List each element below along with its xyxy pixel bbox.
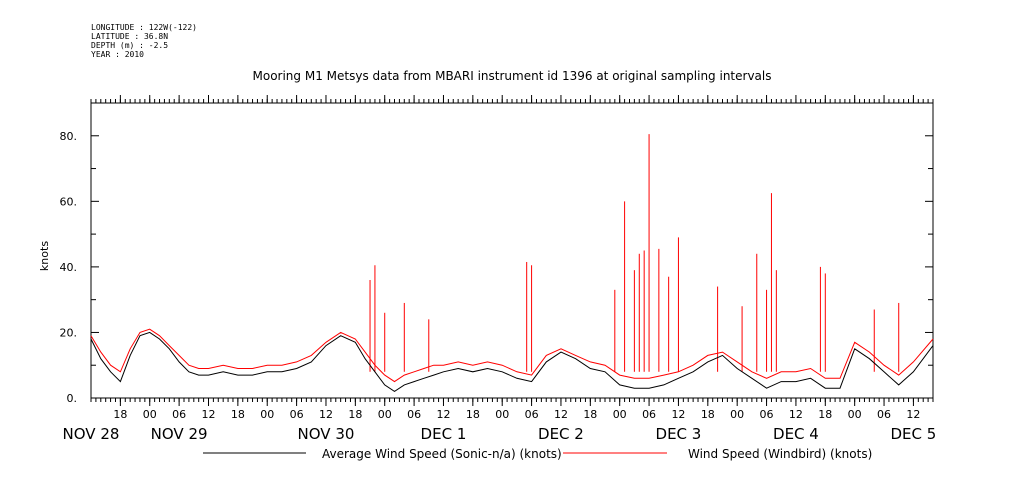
x-tick-label: 18	[701, 408, 715, 421]
x-tick-label: 00	[848, 408, 862, 421]
meta-year: YEAR : 2010	[91, 50, 144, 59]
x-axis-date-labels: NOV 28 NOV 29 NOV 30 DEC 1 DEC 2 DEC 3 DEC 4 DE…	[63, 425, 937, 443]
meta-depth: DEPTH (m) : -2.5	[91, 41, 168, 50]
y-tick-label: 60.	[60, 195, 78, 208]
x-tick-label: 12	[201, 408, 215, 421]
x-tick-label: 12	[906, 408, 920, 421]
x-tick-label: 12	[671, 408, 685, 421]
y-tick-label: 80.	[60, 130, 78, 143]
x-tick-label: 00	[495, 408, 509, 421]
x-date-label: DEC 3	[656, 425, 702, 443]
x-tick-label: 06	[525, 408, 539, 421]
x-tick-label: 12	[319, 408, 333, 421]
x-tick-label: 12	[554, 408, 568, 421]
x-tick-label: 18	[231, 408, 245, 421]
series-windbird	[90, 134, 934, 383]
y-tick-label: 40.	[60, 261, 78, 274]
x-tick-label: 06	[172, 408, 186, 421]
x-date-label: DEC 4	[773, 425, 819, 443]
x-date-label: NOV 29	[151, 425, 208, 443]
x-tick-label: 18	[583, 408, 597, 421]
x-tick-label: 18	[818, 408, 832, 421]
y-tick-label: 0.	[67, 392, 78, 405]
x-tick-label: 18	[466, 408, 480, 421]
x-date-label: NOV 28	[63, 425, 120, 443]
legend-label-windbird: Wind Speed (Windbird) (knots)	[688, 447, 872, 461]
x-axis-ticks: 18 00 06 12 18 00 06 12 18 00 06 12 18 00 06 12 18 00 06 12…	[113, 95, 920, 421]
x-date-label: NOV 30	[298, 425, 355, 443]
y-axis-label: knots	[38, 241, 51, 271]
x-date-label: DEC 1	[421, 425, 467, 443]
plot-frame	[90, 102, 934, 399]
x-tick-label: 00	[143, 408, 157, 421]
x-date-label: DEC 5	[891, 425, 937, 443]
windbird-series-line	[90, 328, 934, 383]
legend-label-sonic: Average Wind Speed (Sonic-n/a) (knots)	[322, 447, 562, 461]
x-tick-label: 00	[260, 408, 274, 421]
meta-latitude: LATITUDE : 36.8N	[91, 32, 168, 41]
x-tick-label: 12	[789, 408, 803, 421]
x-tick-label: 12	[436, 408, 450, 421]
meta-longitude: LONGITUDE : 122W(-122)	[91, 23, 197, 32]
x-tick-label: 06	[760, 408, 774, 421]
x-tick-label: 00	[378, 408, 392, 421]
series-sonic	[90, 331, 934, 392]
x-tick-label: 06	[877, 408, 891, 421]
x-date-label: DEC 2	[538, 425, 584, 443]
chart-title: Mooring M1 Metsys data from MBARI instru…	[253, 69, 772, 83]
y-axis-ticks: 0. 20. 40. 60. 80.	[60, 102, 933, 405]
y-tick-label: 20.	[60, 326, 78, 339]
x-tick-label: 18	[113, 408, 127, 421]
sonic-series-line	[90, 331, 934, 392]
x-tick-label: 06	[407, 408, 421, 421]
x-tick-label: 00	[730, 408, 744, 421]
minor-ticks	[90, 99, 934, 402]
x-tick-label: 18	[348, 408, 362, 421]
x-tick-label: 06	[642, 408, 656, 421]
x-tick-label: 06	[290, 408, 304, 421]
x-tick-label: 00	[613, 408, 627, 421]
